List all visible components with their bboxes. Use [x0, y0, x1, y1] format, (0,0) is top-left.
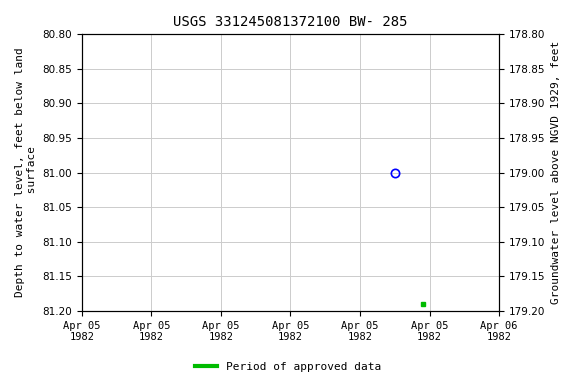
Y-axis label: Groundwater level above NGVD 1929, feet: Groundwater level above NGVD 1929, feet	[551, 41, 561, 304]
Title: USGS 331245081372100 BW- 285: USGS 331245081372100 BW- 285	[173, 15, 408, 29]
Y-axis label: Depth to water level, feet below land
 surface: Depth to water level, feet below land su…	[15, 48, 37, 298]
Legend: Period of approved data: Period of approved data	[191, 358, 385, 377]
